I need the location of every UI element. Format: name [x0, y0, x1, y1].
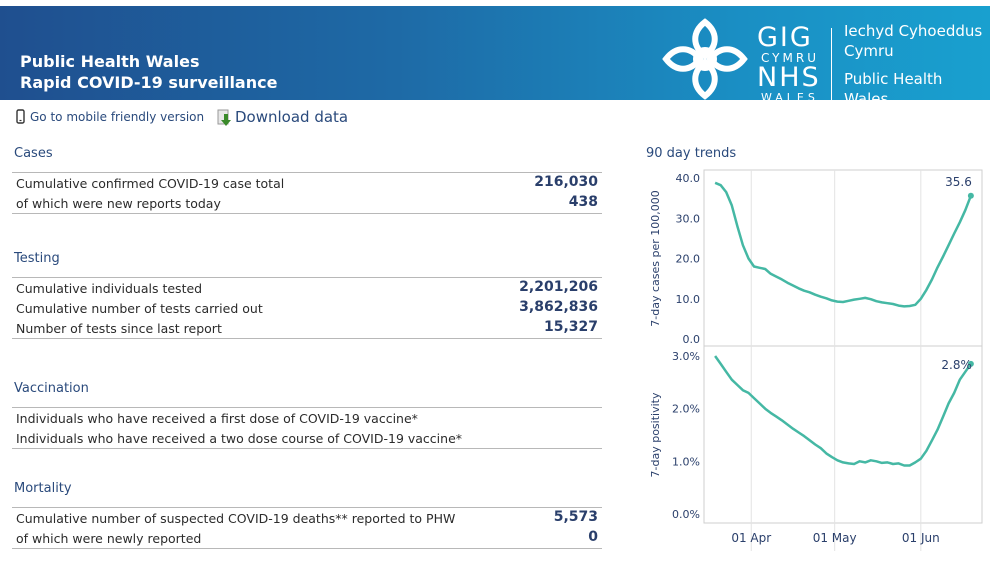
row-label: Individuals who have received a two dose…: [16, 431, 463, 446]
org-name-cy-2: Cymru: [844, 42, 894, 60]
org-name-en-2: Wales: [844, 90, 889, 108]
testing-section-title: Testing: [14, 251, 60, 266]
vaccination-table: Individuals who have received a first do…: [12, 407, 602, 449]
y-axis-label: 7-day cases per 100,000: [649, 190, 662, 326]
mobile-version-link[interactable]: Go to mobile friendly version: [30, 110, 205, 124]
row-label: Individuals who have received a first do…: [16, 411, 418, 426]
end-value-label: 35.6: [945, 175, 972, 189]
mortality-section-title: Mortality: [14, 481, 72, 496]
table-row: Cumulative number of suspected COVID-19 …: [12, 508, 602, 528]
row-label: Number of tests since last report: [16, 321, 222, 336]
page-title-line2: Rapid COVID-19 surveillance: [20, 73, 278, 92]
y-axis-label: 7-day positivity: [649, 392, 662, 477]
y-tick-label: 20.0: [676, 253, 701, 266]
row-value: 2,201,206: [519, 279, 598, 295]
table-row: Cumulative individuals tested 2,201,206: [12, 278, 602, 298]
download-data-link[interactable]: Download data: [235, 108, 349, 126]
x-tick-label: 01 Jun: [902, 531, 940, 545]
row-value: 5,573: [553, 509, 598, 525]
row-label: Cumulative number of suspected COVID-19 …: [16, 511, 456, 526]
table-row: Cumulative number of tests carried out 3…: [12, 298, 602, 318]
y-tick-label: 0.0: [683, 333, 701, 346]
celtic-knot-logo-icon: [662, 18, 748, 100]
row-label: Cumulative number of tests carried out: [16, 301, 263, 316]
cases-table: Cumulative confirmed COVID-19 case total…: [12, 172, 602, 214]
y-tick-label: 1.0%: [672, 455, 700, 468]
page-title-line1: Public Health Wales: [20, 52, 200, 71]
row-label: Cumulative individuals tested: [16, 281, 203, 296]
row-value: 216,030: [534, 174, 598, 190]
end-value-label: 2.8%: [941, 358, 972, 372]
table-row: Individuals who have received a first do…: [12, 408, 602, 428]
logo-wales-text: WALES: [761, 91, 819, 104]
end-point: [967, 192, 974, 199]
series-line: [714, 181, 973, 308]
row-label: Cumulative confirmed COVID-19 case total: [16, 176, 285, 191]
y-tick-label: 0.0%: [672, 508, 700, 521]
y-tick-label: 2.0%: [672, 403, 700, 416]
row-value: 0: [588, 529, 598, 545]
row-value: 438: [568, 194, 598, 210]
table-row: of which were new reports today 438: [12, 193, 602, 213]
download-icon[interactable]: [217, 109, 233, 127]
logo-cymru-text: CYMRU: [761, 51, 819, 65]
y-tick-label: 3.0%: [672, 350, 700, 363]
table-row: Individuals who have received a two dose…: [12, 428, 602, 448]
row-value: 15,327: [543, 319, 598, 335]
table-row: Number of tests since last report 15,327: [12, 318, 602, 338]
row-label: of which were new reports today: [16, 196, 221, 211]
table-row: of which were newly reported 0: [12, 528, 602, 548]
x-tick-label: 01 Apr: [731, 531, 771, 545]
mortality-table: Cumulative number of suspected COVID-19 …: [12, 507, 602, 549]
trends-title: 90 day trends: [646, 146, 737, 161]
testing-table: Cumulative individuals tested 2,201,206 …: [12, 277, 602, 339]
logo-divider: [831, 28, 832, 102]
logo-nhs-text: NHS: [757, 62, 821, 93]
table-row: Cumulative confirmed COVID-19 case total…: [12, 173, 602, 193]
logo-gig-text: GIG: [757, 22, 813, 53]
org-name-en-1: Public Health: [844, 70, 943, 88]
header-banner: Public Health Wales Rapid COVID-19 surve…: [0, 6, 990, 108]
row-value: 3,862,836: [519, 299, 598, 315]
page-title: Public Health Wales Rapid COVID-19 surve…: [20, 51, 277, 93]
trend-charts: 01 Apr 01 May 01 Jun 0.0 10.0 20.0 30.0 40.0 7-d…: [649, 169, 983, 551]
end-point: [967, 360, 974, 367]
cases-section-title: Cases: [14, 146, 53, 161]
org-name-cy-1: Iechyd Cyhoeddus: [844, 22, 983, 40]
vaccination-section-title: Vaccination: [14, 381, 89, 396]
row-label: of which were newly reported: [16, 531, 202, 546]
series-line: [714, 355, 972, 467]
y-tick-label: 10.0: [676, 293, 701, 306]
x-tick-label: 01 May: [813, 531, 857, 545]
y-tick-label: 30.0: [676, 212, 701, 225]
y-tick-label: 40.0: [676, 172, 701, 185]
mobile-phone-icon[interactable]: [16, 109, 25, 124]
